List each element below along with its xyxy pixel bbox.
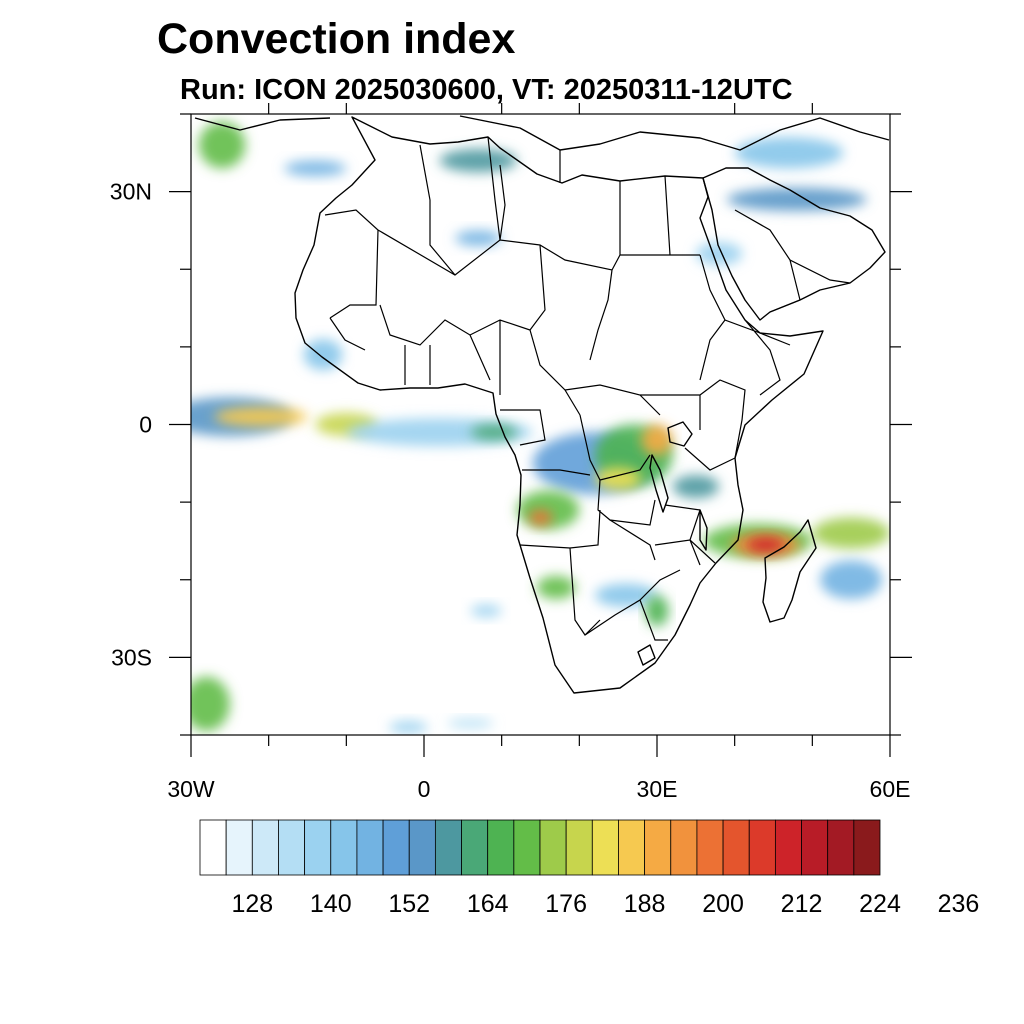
colorbar-label: 188	[624, 890, 666, 918]
colorbar-swatch	[670, 819, 698, 876]
country-borders	[324, 136, 851, 641]
lake-malawi	[699, 509, 708, 551]
madagascar-coastline	[762, 519, 817, 623]
colorbar-swatch	[722, 819, 750, 876]
border-central-africa	[500, 384, 661, 526]
colorbar-swatch	[487, 819, 515, 876]
lesotho-border	[637, 644, 656, 666]
colorbar-swatch	[408, 819, 436, 876]
convection-cell	[191, 676, 230, 732]
colorbar-swatch	[330, 819, 358, 876]
colorbar-swatch	[199, 819, 227, 876]
convection-cell	[695, 242, 743, 266]
colorbar-swatch	[225, 819, 253, 876]
convection-cell	[470, 424, 518, 441]
colorbar-label: 236	[938, 890, 980, 918]
y-tick-label: 0	[139, 412, 152, 438]
convection-cell	[734, 137, 844, 169]
colorbar-label: 128	[231, 890, 273, 918]
convection-cell	[447, 718, 494, 729]
europe-coastline	[194, 115, 890, 151]
colorbar-swatch	[748, 819, 776, 876]
colorbar-swatch	[304, 819, 332, 876]
colorbar-label: 176	[545, 890, 587, 918]
colorbar-swatch	[565, 819, 593, 876]
colorbar-swatch	[434, 819, 462, 876]
africa-coastline	[294, 116, 824, 694]
map-subtitle: Run: ICON 2025030600, VT: 20250311-12UTC	[180, 74, 793, 106]
colorbar-swatch	[591, 819, 619, 876]
colorbar-swatch	[382, 819, 410, 876]
colorbar-swatch	[827, 819, 855, 876]
convection-cell	[641, 424, 673, 456]
colorbar-label: 212	[781, 890, 823, 918]
colorbar-swatch	[618, 819, 646, 876]
colorbar-label: 164	[467, 890, 509, 918]
convection-cell	[672, 474, 720, 499]
x-tick-label: 30E	[637, 776, 678, 802]
convection-cell	[303, 339, 343, 371]
colorbar	[199, 819, 881, 876]
colorbar-swatch	[696, 819, 724, 876]
border-east-africa	[640, 379, 746, 566]
x-tick-label: 30W	[167, 776, 215, 802]
colorbar-labels: 128 140 152 164 176 188 200 212 224 236	[231, 890, 979, 918]
colorbar-swatch	[461, 819, 489, 876]
convection-field	[191, 121, 890, 734]
map-background	[191, 114, 890, 735]
colorbar-label: 200	[702, 890, 744, 918]
convection-cell	[812, 517, 890, 549]
convection-cell	[594, 583, 657, 607]
colorbar-swatch	[853, 819, 881, 876]
coastlines-and-borders	[194, 115, 890, 694]
colorbar-swatch	[801, 819, 829, 876]
axis-tick-labels: 30W 0 30E 60E 30N 0 30S	[110, 179, 911, 802]
convection-cell	[536, 575, 576, 600]
x-tick-label: 0	[418, 776, 431, 802]
colorbar-swatch	[539, 819, 567, 876]
colorbar-label: 140	[310, 890, 352, 918]
arabian-peninsula-coastline	[702, 167, 886, 321]
colorbar-swatch	[644, 819, 672, 876]
colorbar-swatch	[251, 819, 279, 876]
border-arabia	[734, 209, 851, 313]
colorbar-label: 224	[859, 890, 901, 918]
convection-cell	[820, 560, 883, 600]
convection-cell	[214, 406, 308, 427]
convection-cell	[439, 148, 518, 173]
border-west-africa	[329, 304, 581, 416]
colorbar-swatch	[774, 819, 802, 876]
colorbar-swatch	[356, 819, 384, 876]
convection-cell	[726, 187, 867, 212]
border-southern-africa	[519, 509, 681, 641]
y-tick-label: 30N	[110, 179, 152, 205]
convection-cell	[470, 604, 502, 618]
axis-ticks	[169, 103, 912, 757]
colorbar-label: 152	[388, 890, 430, 918]
convection-cell	[645, 595, 669, 627]
map-title: Convection index	[157, 15, 516, 63]
colorbar-swatch	[278, 819, 306, 876]
x-tick-label: 60E	[870, 776, 911, 802]
lake-tanganyika	[649, 454, 669, 513]
convection-cell	[528, 509, 553, 526]
colorbar-swatch	[513, 819, 541, 876]
border-horn-of-africa	[699, 254, 791, 396]
convection-cell	[198, 121, 246, 169]
convection-cell	[284, 160, 347, 177]
border-north-africa	[419, 136, 561, 276]
lake-victoria	[667, 421, 693, 447]
convection-cell	[389, 721, 428, 734]
convection-cell	[517, 490, 580, 530]
border-sahel	[324, 164, 700, 361]
convection-cell	[746, 537, 786, 553]
convection-cell	[594, 467, 642, 491]
convection-cell	[455, 230, 502, 246]
y-tick-label: 30S	[111, 644, 152, 670]
